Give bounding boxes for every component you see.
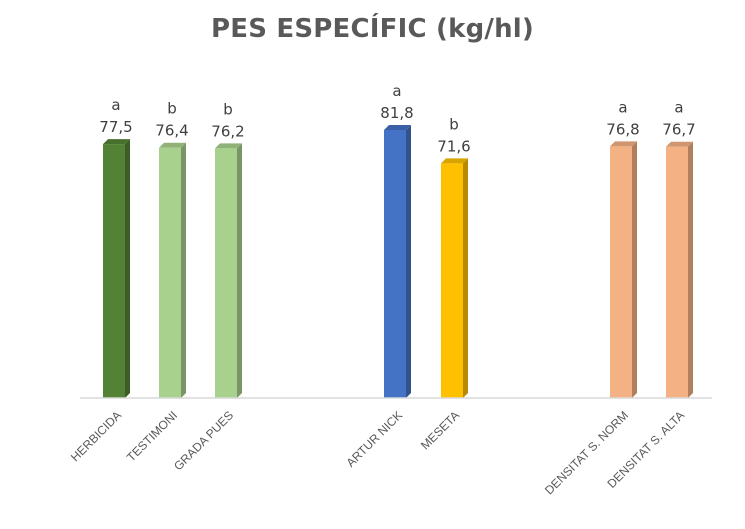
bar-top bbox=[610, 141, 637, 147]
bar-front bbox=[384, 130, 406, 398]
value-label: 76,2 bbox=[211, 122, 244, 140]
bar-side bbox=[237, 143, 242, 398]
bar-top bbox=[384, 125, 411, 130]
bar-side bbox=[125, 139, 130, 398]
value-label: 77,5 bbox=[99, 118, 132, 136]
bar-side bbox=[688, 141, 693, 398]
bar-top bbox=[666, 141, 693, 147]
bar-herbicida bbox=[103, 139, 130, 398]
bar-top bbox=[215, 143, 242, 149]
bar-front bbox=[103, 144, 125, 398]
bar-top bbox=[441, 158, 468, 164]
chart-title: PES ESPECÍFIC (kg/hl) bbox=[210, 14, 534, 44]
bar-artur-nick bbox=[384, 125, 411, 398]
significance-letter: b bbox=[167, 100, 177, 118]
category-label: TESTIMONI bbox=[124, 408, 180, 464]
significance-letter: a bbox=[618, 98, 627, 116]
bars-layer bbox=[103, 125, 693, 399]
category-label: HERBICIDA bbox=[68, 408, 124, 464]
category-label: MESETA bbox=[418, 408, 462, 452]
bar-side bbox=[406, 125, 411, 398]
significance-letter: b bbox=[449, 115, 459, 133]
bar-side bbox=[463, 158, 468, 398]
bar-side bbox=[181, 142, 186, 398]
bar-front bbox=[441, 163, 463, 398]
bar-front bbox=[610, 146, 632, 398]
significance-letter: a bbox=[111, 96, 120, 114]
value-label: 81,8 bbox=[380, 104, 413, 122]
value-label: 76,7 bbox=[662, 121, 695, 139]
significance-letter: a bbox=[392, 82, 401, 100]
bar-meseta bbox=[441, 158, 468, 398]
category-label: GRADA PUES bbox=[171, 408, 236, 473]
value-label: 76,8 bbox=[606, 120, 639, 138]
bar-front bbox=[666, 146, 688, 398]
significance-letter: a bbox=[674, 99, 683, 117]
significance-letter: b bbox=[223, 100, 233, 118]
bar-densitat-s-norm bbox=[610, 141, 637, 399]
bar-testimoni bbox=[159, 142, 186, 398]
value-label: 76,4 bbox=[155, 122, 188, 140]
bar-grada-pues bbox=[215, 143, 242, 398]
bar-front bbox=[159, 147, 181, 398]
bar-side bbox=[632, 141, 637, 399]
bar-top bbox=[103, 139, 130, 145]
value-label: 71,6 bbox=[437, 137, 470, 155]
bar-front bbox=[215, 148, 237, 398]
bar-top bbox=[159, 142, 186, 148]
bar-densitat-s-alta bbox=[666, 141, 693, 398]
category-label: ARTUR NICK bbox=[344, 408, 406, 470]
